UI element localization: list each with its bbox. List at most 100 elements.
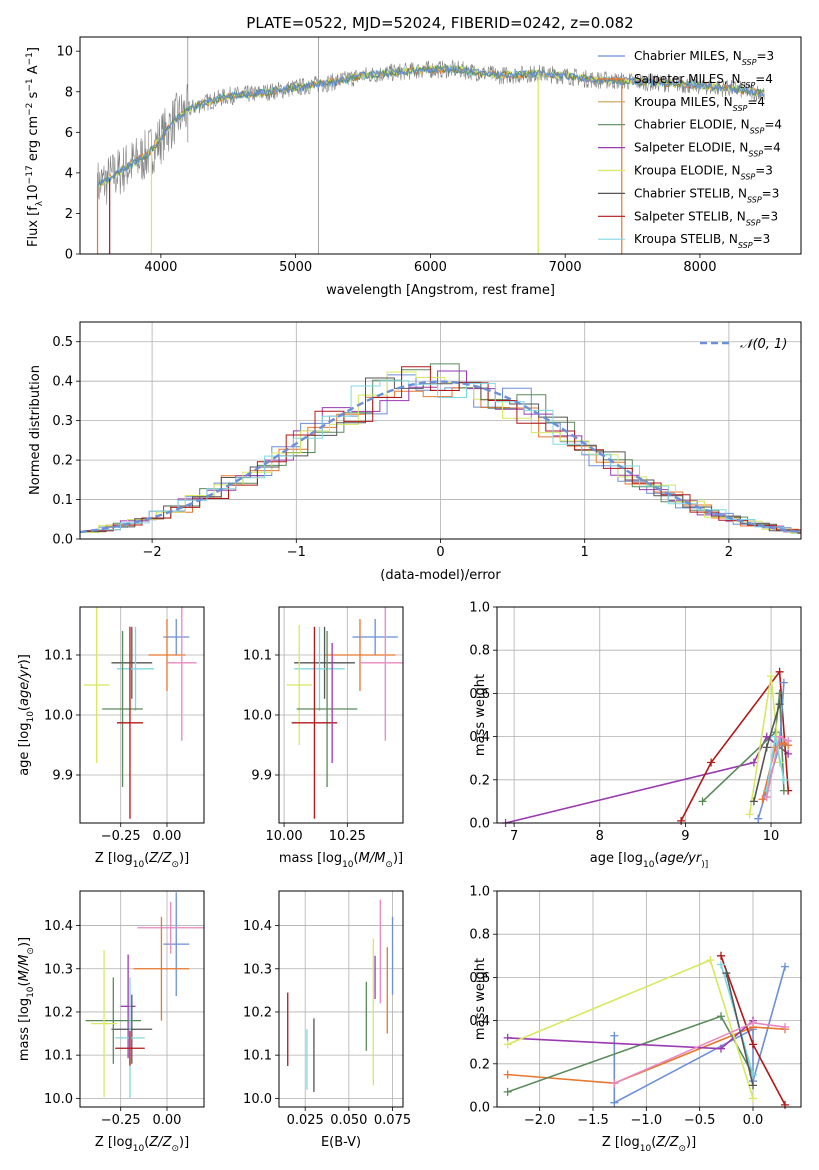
legend-label-part: SSP: [741, 80, 756, 89]
weight-z-xlabel-part: )]: [686, 1135, 696, 1150]
mass-z-xlabel-part: Z/Z: [148, 1135, 172, 1150]
mass-ebv-frame: [278, 890, 404, 1108]
weight-age-xlabel: age [log10(age/yr)]: [590, 851, 708, 870]
age-z-ytick-label: 10.0: [44, 709, 73, 724]
mass-z-ylabel-part: mass [log: [17, 998, 32, 1061]
mass-z-xlabel-part: ⊙: [171, 1144, 179, 1154]
weight-z-marker: [717, 1012, 725, 1021]
weight-age-marker: [749, 797, 758, 806]
weight-age-marker: [754, 814, 763, 823]
legend-label-part: =3: [756, 49, 774, 63]
spectrum-ytick-label: 4: [65, 166, 73, 181]
legend-label-part: Chabrier ELODIE, N: [634, 118, 750, 132]
weight-age-xtick-label: 8: [596, 829, 604, 844]
age-mass-xlabel-part: ⊙: [385, 860, 393, 870]
weight-z-marker: [717, 960, 725, 969]
legend-label-part: Kroupa STELIB, N: [634, 232, 738, 246]
weight-age-marker: [762, 743, 771, 752]
age-z-xtick-label: −0.25: [101, 829, 141, 844]
mass-z-xlabel-part: (: [144, 1135, 149, 1150]
spectrum-xtick-label: 7000: [549, 260, 582, 275]
weight-age-ytick-label: 0.4: [469, 730, 490, 745]
weight-z-marker: [503, 1087, 512, 1096]
legend-label-part: Salpeter ELODIE, N: [634, 141, 748, 155]
weight-z-xlabel-part: ⊙: [678, 1144, 686, 1154]
mass-z-frame: [79, 890, 205, 1108]
hist-ylabel: Normed distribution: [28, 365, 43, 495]
weight-age-ytick-label: 0.2: [469, 773, 490, 788]
spectrum-xlabel: wavelength [Angstrom, rest frame]: [326, 283, 555, 298]
mass-ebv-xtick-label: 0.075: [374, 1113, 411, 1128]
weight-age-ytick-label: 0.8: [469, 644, 490, 659]
weight-age-xlabel-part: )]: [701, 860, 708, 870]
weight-z-ytick-label: 0.2: [469, 1057, 490, 1072]
legend-label-part: =4: [755, 72, 773, 86]
legend-label: Chabrier STELIB, NSSP=3: [634, 186, 779, 204]
hist-step-line: [84, 366, 801, 532]
weight-z-marker: [749, 1040, 757, 1049]
spectrum-ytick-label: 6: [65, 126, 73, 141]
spectrum-ytick-label: 2: [65, 207, 73, 222]
figure-title: PLATE=0522, MJD=52024, FIBERID=0242, z=0…: [246, 14, 633, 32]
legend-label-part: =4: [747, 95, 765, 109]
mass-ebv-ytick-label: 10.4: [243, 919, 272, 934]
age-mass-ytick-label: 10.0: [243, 709, 272, 724]
gaussian-curve: [80, 380, 801, 534]
weight-z-marker: [717, 951, 725, 960]
age-z-ylabel-part: age/yr: [17, 663, 32, 706]
age-z-xlabel-part: Z [log: [95, 851, 133, 866]
weight-age-ytick-label: 0.0: [469, 817, 490, 832]
age-z-ylabel-part: age [log: [17, 723, 32, 776]
legend-label-part: SSP: [748, 149, 763, 158]
legend-label: Kroupa MILES, NSSP=4: [634, 95, 765, 113]
age-z-xlabel-part: (: [144, 851, 149, 866]
weight-age-marker: [758, 795, 767, 804]
legend-label: Salpeter MILES, NSSP=4: [634, 72, 773, 90]
weight-age-marker: [775, 667, 784, 676]
weight-z-xtick-label: −2.0: [524, 1113, 556, 1128]
weight-age-marker: [779, 775, 788, 784]
age-z-ylabel-part: (: [17, 706, 32, 711]
mass-z-xlabel-part: )]: [179, 1135, 189, 1150]
weight-age-marker: [784, 736, 793, 745]
spectrum-data-line: [97, 59, 765, 212]
axes-layer: [76, 36, 802, 1111]
weight-z-xtick-label: −0.5: [684, 1113, 716, 1128]
mass-z-ytick-label: 10.0: [44, 1092, 73, 1107]
mass-ebv-ytick-label: 10.2: [243, 1005, 272, 1020]
spectrum-ylabel: Flux [fλ10−17 erg cm−2 s−1 A−1]: [25, 47, 45, 247]
weight-age-marker: [698, 797, 707, 806]
legend-label-part: =3: [760, 209, 778, 223]
age-mass-ytick-label: 9.9: [251, 769, 272, 784]
legend-label-part: Kroupa MILES, N: [634, 95, 733, 109]
legend-label-part: Salpeter STELIB, N: [634, 209, 746, 223]
weight-z-marker: [749, 1094, 757, 1103]
mass-z-xlabel-part: 10: [133, 1144, 145, 1154]
weight-z-marker: [722, 969, 731, 978]
legend-label-part: SSP: [746, 218, 761, 227]
mass-z-ytick-label: 10.1: [44, 1049, 73, 1064]
weight-z-ylabel: mass weight: [473, 958, 488, 1040]
hist-xtick-label: 0: [436, 545, 444, 560]
age-z-ylabel-part: 10: [26, 711, 36, 723]
weight-age-series-line: [680, 669, 789, 822]
mass-z-ylabel-part: M/M: [17, 955, 32, 982]
weight-z-xlabel-part: Z/Z: [655, 1135, 679, 1150]
gaussian-legend-label: 𝒩(0, 1): [740, 337, 787, 352]
legend-label-part: Kroupa ELODIE, N: [634, 164, 741, 178]
legend-label: Kroupa STELIB, NSSP=3: [634, 232, 770, 250]
hist-xtick-label: −2: [143, 545, 162, 560]
mass-ebv-ytick-label: 10.3: [243, 962, 272, 977]
hist-ytick-label: 0.4: [52, 375, 73, 390]
weight-age-marker: [775, 700, 784, 709]
weight-z-xlabel-part: Z [log: [602, 1135, 640, 1150]
legend-label-part: =4: [763, 141, 781, 155]
age-mass-xlabel-part: mass [log: [279, 851, 342, 866]
mass-z-ytick-label: 10.4: [44, 919, 73, 934]
weight-z-marker: [781, 1100, 789, 1109]
weight-z-series-line: [507, 1019, 754, 1050]
age-z-ytick-label: 10.1: [44, 649, 73, 664]
legend-label: Kroupa ELODIE, NSSP=3: [634, 164, 773, 182]
weight-z-marker: [706, 956, 715, 965]
spectrum-ylabel-part: −17: [25, 165, 35, 184]
